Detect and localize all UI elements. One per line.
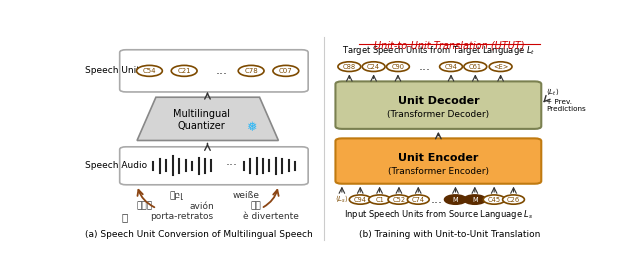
Text: C74: C74 [412,196,425,202]
Circle shape [464,62,487,72]
Text: C45: C45 [488,196,500,202]
Text: weiße: weiße [233,191,260,200]
Text: C07: C07 [279,68,292,74]
Text: (a) Speech Unit Conversion of Multilingual Speech: (a) Speech Unit Conversion of Multilingu… [85,230,313,239]
Circle shape [238,65,264,76]
Text: C88: C88 [343,64,356,70]
Text: Unit Decoder: Unit Decoder [397,96,479,106]
Circle shape [349,195,371,204]
Text: $\langle L_s\rangle$: $\langle L_s\rangle$ [335,194,349,205]
Text: M: M [472,196,477,202]
Text: ...: ... [419,60,431,73]
Text: $\langle L_t\rangle$
+ Prev.
Predictions: $\langle L_t\rangle$ + Prev. Predictions [547,87,586,112]
Text: ···: ··· [225,159,237,172]
Text: 여행: 여행 [251,202,262,211]
Text: ...: ... [215,64,227,77]
Circle shape [136,65,163,76]
Text: Unit Encoder: Unit Encoder [398,153,479,163]
Circle shape [369,195,390,204]
FancyBboxPatch shape [120,50,308,92]
Text: Target Speech Units from Target Language $L_t$: Target Speech Units from Target Language… [342,44,535,56]
Circle shape [445,195,467,204]
Circle shape [483,195,505,204]
Text: C61: C61 [469,64,482,70]
Text: C90: C90 [392,64,404,70]
Text: è divertente: è divertente [243,212,299,221]
FancyBboxPatch shape [335,138,541,184]
Text: M: M [452,196,458,202]
Text: C21: C21 [177,68,191,74]
Text: avión: avión [189,202,214,211]
Circle shape [502,195,524,204]
Text: porta-retratos: porta-retratos [150,212,213,221]
Circle shape [338,62,361,72]
Circle shape [362,62,385,72]
Text: ❅: ❅ [246,121,257,134]
Text: Quantizer: Quantizer [178,121,225,131]
Text: Speech Unit: Speech Unit [85,66,140,75]
Text: ...: ... [430,193,442,206]
Text: C94: C94 [445,64,458,70]
Text: (b) Training with Unit-to-Unit Translation: (b) Training with Unit-to-Unit Translati… [359,230,540,239]
Text: 韓: 韓 [122,212,128,222]
Text: Multilingual: Multilingual [173,109,230,119]
Text: (Transformer Decoder): (Transformer Decoder) [387,110,490,119]
Circle shape [172,65,197,76]
Text: C52: C52 [392,196,406,202]
Text: C1: C1 [375,196,384,202]
Text: C94: C94 [354,196,367,202]
Text: Speech Audio: Speech Audio [85,161,147,170]
Text: C26: C26 [507,196,520,202]
Circle shape [408,195,429,204]
Text: C78: C78 [244,68,258,74]
Text: C54: C54 [143,68,156,74]
FancyBboxPatch shape [120,147,308,185]
Circle shape [440,62,463,72]
Circle shape [273,65,299,76]
Polygon shape [137,97,278,141]
FancyBboxPatch shape [335,81,541,129]
Text: <E>: <E> [493,64,508,70]
Circle shape [489,62,512,72]
Text: 型բլ: 型բլ [170,191,184,200]
Text: Input Speech Units from Source Language $L_s$: Input Speech Units from Source Language … [344,209,533,221]
Text: Unit-to-Unit Translation (UTUT): Unit-to-Unit Translation (UTUT) [374,40,525,50]
Text: (Transformer Encoder): (Transformer Encoder) [388,167,489,176]
Circle shape [387,62,410,72]
Circle shape [464,195,486,204]
Text: C24: C24 [367,64,380,70]
Circle shape [388,195,410,204]
Text: います: います [136,202,152,211]
